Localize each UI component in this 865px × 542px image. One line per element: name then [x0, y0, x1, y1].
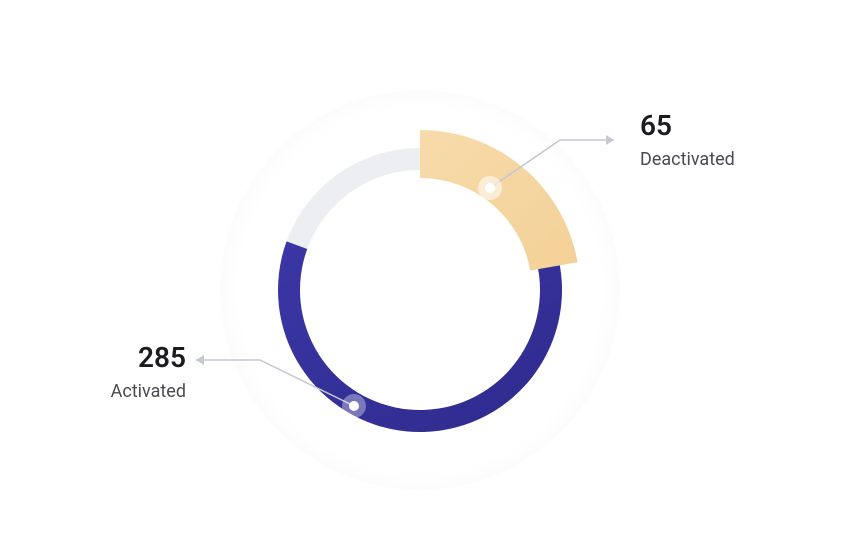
leader-arrow-deactivated	[606, 135, 614, 145]
donut-chart-svg	[0, 0, 865, 542]
callout-activated-label: Activated	[96, 381, 186, 404]
callout-activated-value: 285	[96, 340, 186, 375]
callout-activated: 285 Activated	[96, 340, 186, 404]
callout-deactivated: 65 Deactivated	[640, 108, 735, 172]
donut-chart: 65 Deactivated 285 Activated	[0, 0, 865, 542]
marker-dot-deactivated	[485, 183, 495, 193]
callout-deactivated-value: 65	[640, 108, 735, 143]
leader-arrow-activated	[196, 355, 204, 365]
marker-dot-activated	[349, 401, 359, 411]
callout-deactivated-label: Deactivated	[640, 149, 735, 172]
